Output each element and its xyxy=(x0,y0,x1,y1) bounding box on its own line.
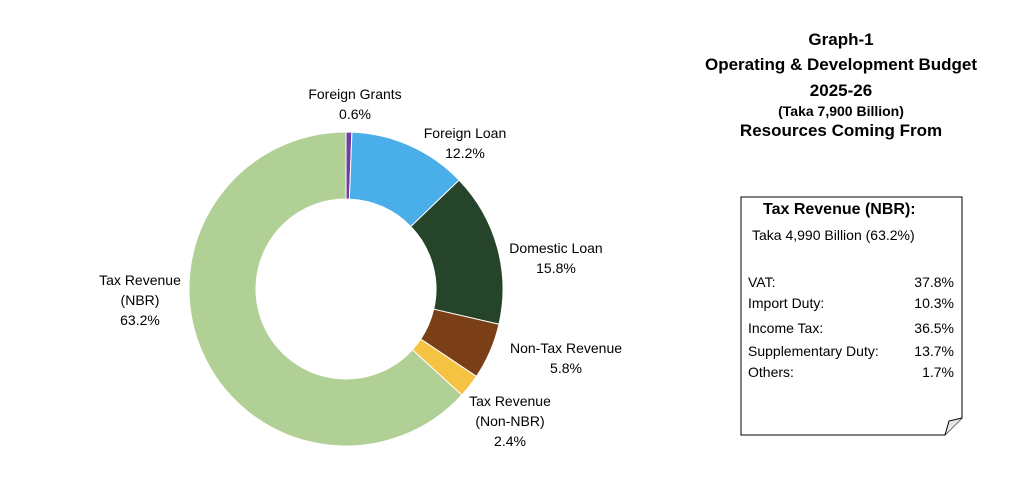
note-row-income-tax: Income Tax: 36.5% xyxy=(748,320,954,336)
slice-label-line: 5.8% xyxy=(550,360,582,376)
note-row-vat: VAT: 37.8% xyxy=(748,274,954,290)
slice-label-line: 0.6% xyxy=(339,106,371,122)
slice-tax-revenue-nbr xyxy=(188,131,463,447)
note-row-value: 37.8% xyxy=(914,274,954,290)
chart-title-graph-number: Graph-1 xyxy=(808,30,874,49)
slice-label-line: Foreign Loan xyxy=(424,125,507,141)
slice-label-line: Tax Revenue xyxy=(99,272,181,288)
note-row-label: Import Duty: xyxy=(748,295,825,311)
note-heading: Tax Revenue (NBR): xyxy=(763,201,916,218)
slice-label-line: 63.2% xyxy=(120,312,160,328)
slice-label-line: (Non-NBR) xyxy=(475,413,544,429)
note-row-label: Supplementary Duty: xyxy=(748,343,879,359)
slice-label-line: Domestic Loan xyxy=(509,240,602,256)
note-row-supplementary-duty: Supplementary Duty: 13.7% xyxy=(748,343,954,359)
slice-label-line: 12.2% xyxy=(445,145,485,161)
note-row-value: 13.7% xyxy=(914,343,954,359)
slice-label-domestic-loan: Domestic Loan 15.8% xyxy=(509,240,602,276)
slice-label-line: Foreign Grants xyxy=(308,86,401,102)
slice-label-foreign-grants: Foreign Grants 0.6% xyxy=(308,86,401,122)
chart-title-total: (Taka 7,900 Billion) xyxy=(778,103,904,120)
chart-subtitle: Resources Coming From xyxy=(739,120,943,140)
slices-group xyxy=(188,131,504,447)
note-subheading: Taka 4,990 Billion (63.2%) xyxy=(752,227,915,243)
note-row-others: Others: 1.7% xyxy=(748,364,954,380)
note-row-value: 36.5% xyxy=(914,320,954,336)
slice-label-line: 2.4% xyxy=(494,433,526,449)
note-row-label: Income Tax: xyxy=(748,320,824,336)
note-row-label: Others: xyxy=(748,364,794,380)
slice-label-non-tax-revenue: Non-Tax Revenue 5.8% xyxy=(510,340,622,376)
note-row-value: 10.3% xyxy=(914,295,954,311)
chart-title-main: Operating & Development Budget xyxy=(704,55,978,75)
slice-label-tax-revenue-non-nbr: Tax Revenue (Non-NBR) 2.4% xyxy=(469,393,551,449)
slice-label-line: (NBR) xyxy=(121,292,160,308)
chart-title-year: 2025-26 xyxy=(809,80,873,100)
slice-label-line: 15.8% xyxy=(536,260,576,276)
slice-label-foreign-loan: Foreign Loan 12.2% xyxy=(424,125,507,161)
slice-labels-group: Foreign Grants 0.6% Foreign Loan 12.2% Domes… xyxy=(99,86,622,449)
note-row-label: VAT: xyxy=(748,274,776,290)
slice-label-line: Non-Tax Revenue xyxy=(510,340,622,356)
slice-label-line: Tax Revenue xyxy=(469,393,551,409)
slice-label-tax-revenue-nbr: Tax Revenue (NBR) 63.2% xyxy=(99,272,181,328)
note-page-curl xyxy=(944,417,963,436)
note-row-value: 1.7% xyxy=(922,364,954,380)
note-row-import-duty: Import Duty: 10.3% xyxy=(748,295,954,311)
chart-title-block: Graph-1 Operating & Development Budget 2… xyxy=(680,30,1002,141)
